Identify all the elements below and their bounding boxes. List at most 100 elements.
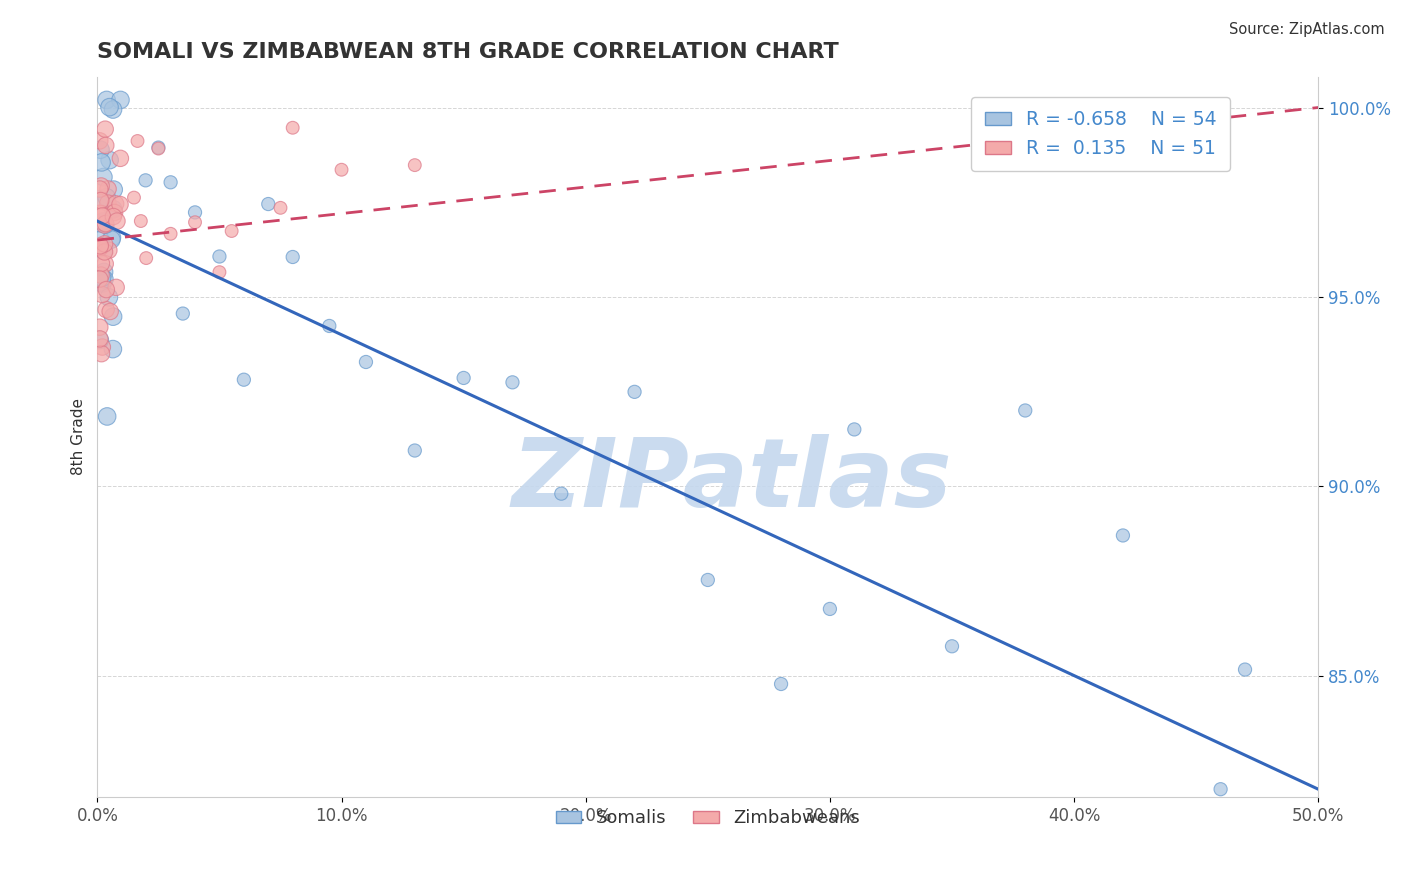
- Point: [94, 218, 117, 232]
- Point: [97, 196, 120, 211]
- Point: [90, 268, 112, 282]
- Point: [103, 210, 125, 224]
- Point: [404, 443, 426, 458]
- Point: [354, 355, 377, 369]
- Point: [89, 272, 111, 286]
- Point: [98, 100, 121, 114]
- Point: [101, 230, 124, 244]
- Point: [93, 265, 115, 279]
- Text: ZIPatlas: ZIPatlas: [512, 434, 952, 526]
- Point: [269, 201, 291, 215]
- Point: [101, 310, 124, 324]
- Point: [90, 194, 112, 208]
- Point: [257, 197, 280, 211]
- Point: [91, 270, 114, 285]
- Point: [453, 371, 475, 385]
- Point: [770, 677, 793, 691]
- Point: [318, 318, 340, 333]
- Point: [110, 93, 132, 107]
- Point: [281, 120, 304, 135]
- Point: [91, 209, 114, 223]
- Point: [1234, 663, 1257, 677]
- Point: [94, 138, 117, 153]
- Point: [105, 214, 128, 228]
- Point: [1014, 403, 1036, 417]
- Point: [135, 173, 157, 187]
- Point: [94, 257, 117, 271]
- Point: [94, 302, 117, 317]
- Point: [818, 602, 841, 616]
- Point: [103, 202, 125, 217]
- Point: [122, 191, 145, 205]
- Point: [941, 640, 963, 654]
- Point: [98, 153, 121, 168]
- Point: [108, 197, 131, 211]
- Point: [94, 217, 117, 231]
- Point: [98, 304, 121, 318]
- Point: [89, 192, 111, 206]
- Point: [90, 178, 112, 193]
- Point: [148, 142, 170, 156]
- Point: [232, 373, 254, 387]
- Point: [330, 162, 353, 177]
- Point: [93, 272, 115, 286]
- Text: SOMALI VS ZIMBABWEAN 8TH GRADE CORRELATION CHART: SOMALI VS ZIMBABWEAN 8TH GRADE CORRELATI…: [97, 42, 839, 62]
- Y-axis label: 8th Grade: 8th Grade: [72, 399, 86, 475]
- Point: [148, 140, 170, 154]
- Point: [221, 224, 243, 238]
- Point: [89, 134, 111, 148]
- Point: [90, 155, 112, 169]
- Point: [89, 241, 111, 255]
- Point: [184, 205, 207, 219]
- Point: [104, 205, 127, 219]
- Point: [89, 239, 111, 253]
- Point: [89, 182, 111, 196]
- Point: [135, 251, 157, 265]
- Point: [127, 134, 149, 148]
- Point: [100, 233, 122, 247]
- Point: [501, 376, 523, 390]
- Point: [94, 122, 117, 136]
- Point: [89, 320, 111, 334]
- Point: [96, 283, 118, 297]
- Point: [90, 275, 112, 289]
- Point: [623, 384, 645, 399]
- Point: [208, 265, 231, 279]
- Point: [89, 216, 111, 230]
- Point: [550, 486, 572, 500]
- Point: [91, 277, 114, 291]
- Point: [93, 244, 115, 259]
- Point: [89, 241, 111, 255]
- Point: [404, 158, 426, 172]
- Point: [90, 346, 112, 360]
- Point: [159, 175, 181, 189]
- Point: [696, 573, 718, 587]
- Point: [1112, 528, 1135, 542]
- Point: [89, 206, 111, 220]
- Point: [103, 183, 125, 197]
- Point: [96, 93, 118, 107]
- Point: [93, 169, 115, 184]
- Point: [104, 197, 127, 211]
- Point: [97, 182, 120, 196]
- Point: [97, 290, 120, 304]
- Point: [281, 250, 304, 264]
- Point: [129, 214, 152, 228]
- Point: [91, 340, 114, 354]
- Point: [97, 244, 120, 258]
- Point: [101, 103, 124, 117]
- Point: [89, 333, 111, 347]
- Point: [93, 218, 115, 232]
- Point: [89, 143, 111, 157]
- Point: [96, 409, 118, 424]
- Point: [844, 422, 866, 436]
- Point: [90, 256, 112, 270]
- Point: [90, 207, 112, 221]
- Point: [172, 307, 194, 321]
- Point: [96, 190, 118, 204]
- Point: [159, 227, 181, 241]
- Point: [89, 233, 111, 247]
- Point: [91, 214, 114, 228]
- Point: [184, 215, 207, 229]
- Text: Source: ZipAtlas.com: Source: ZipAtlas.com: [1229, 22, 1385, 37]
